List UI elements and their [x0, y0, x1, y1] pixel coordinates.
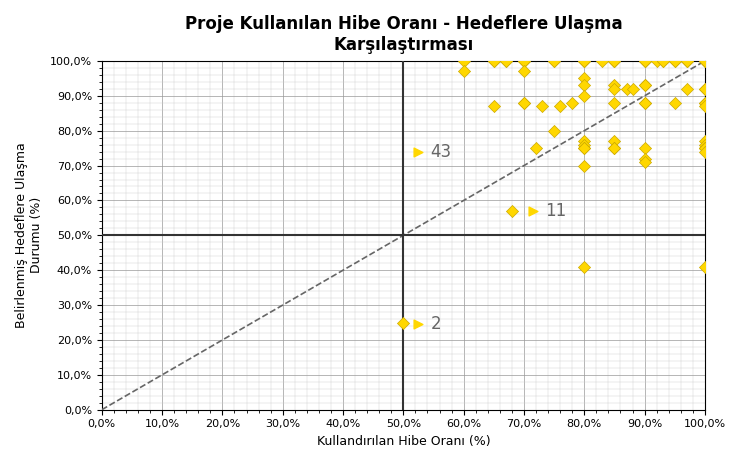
- Point: [608, 85, 620, 93]
- Point: [608, 144, 620, 152]
- Text: 43: 43: [431, 143, 451, 161]
- Point: [579, 57, 591, 65]
- Point: [699, 138, 711, 145]
- Point: [627, 85, 639, 93]
- Point: [579, 92, 591, 100]
- Point: [699, 99, 711, 106]
- Title: Proje Kullanılan Hibe Oranı - Hedeflere Ulaşma
Karşılaştırması: Proje Kullanılan Hibe Oranı - Hedeflere …: [185, 15, 622, 54]
- Point: [639, 81, 651, 89]
- Point: [681, 57, 693, 65]
- Point: [518, 99, 530, 106]
- Point: [639, 144, 651, 152]
- Point: [527, 207, 539, 215]
- Point: [579, 144, 591, 152]
- Point: [548, 57, 560, 65]
- Point: [699, 141, 711, 148]
- Point: [699, 57, 711, 65]
- Point: [699, 148, 711, 155]
- X-axis label: Kullandırılan Hibe Oranı (%): Kullandırılan Hibe Oranı (%): [316, 435, 491, 448]
- Point: [500, 57, 512, 65]
- Point: [413, 148, 425, 155]
- Point: [518, 68, 530, 75]
- Point: [579, 75, 591, 82]
- Point: [669, 57, 681, 65]
- Point: [579, 263, 591, 270]
- Point: [639, 158, 651, 166]
- Point: [699, 102, 711, 110]
- Point: [699, 144, 711, 152]
- Text: 11: 11: [545, 202, 566, 220]
- Point: [518, 57, 530, 65]
- Point: [530, 144, 542, 152]
- Point: [458, 57, 470, 65]
- Point: [657, 57, 668, 65]
- Point: [608, 138, 620, 145]
- Point: [579, 138, 591, 145]
- Point: [699, 263, 711, 270]
- Point: [579, 162, 591, 169]
- Point: [579, 57, 591, 65]
- Point: [554, 102, 566, 110]
- Point: [681, 85, 693, 93]
- Point: [669, 57, 681, 65]
- Point: [699, 99, 711, 106]
- Point: [608, 144, 620, 152]
- Point: [488, 57, 499, 65]
- Point: [579, 141, 591, 148]
- Point: [566, 99, 578, 106]
- Point: [639, 57, 651, 65]
- Point: [506, 207, 518, 215]
- Point: [699, 57, 711, 65]
- Point: [608, 57, 620, 65]
- Point: [621, 85, 633, 93]
- Point: [657, 57, 668, 65]
- Point: [699, 85, 711, 93]
- Point: [669, 99, 681, 106]
- Y-axis label: Belirlenmiş Hedeflere Ulaşma
Durumu (%): Belirlenmiş Hedeflere Ulaşma Durumu (%): [15, 143, 43, 328]
- Point: [488, 57, 499, 65]
- Point: [579, 57, 591, 65]
- Text: 2: 2: [431, 315, 441, 333]
- Point: [608, 57, 620, 65]
- Point: [579, 144, 591, 152]
- Point: [458, 68, 470, 75]
- Point: [397, 319, 409, 326]
- Point: [639, 57, 651, 65]
- Point: [639, 57, 651, 65]
- Point: [548, 57, 560, 65]
- Point: [500, 57, 512, 65]
- Point: [639, 81, 651, 89]
- Point: [681, 57, 693, 65]
- Point: [699, 144, 711, 152]
- Point: [699, 85, 711, 93]
- Point: [699, 144, 711, 152]
- Point: [518, 99, 530, 106]
- Point: [518, 57, 530, 65]
- Point: [608, 99, 620, 106]
- Point: [681, 57, 693, 65]
- Point: [608, 57, 620, 65]
- Point: [548, 127, 560, 134]
- Point: [699, 57, 711, 65]
- Point: [536, 102, 548, 110]
- Point: [413, 320, 425, 328]
- Point: [518, 57, 530, 65]
- Point: [579, 81, 591, 89]
- Point: [488, 102, 499, 110]
- Point: [651, 57, 662, 65]
- Point: [639, 99, 651, 106]
- Point: [639, 155, 651, 163]
- Point: [639, 99, 651, 106]
- Point: [608, 81, 620, 89]
- Point: [699, 57, 711, 65]
- Point: [597, 57, 608, 65]
